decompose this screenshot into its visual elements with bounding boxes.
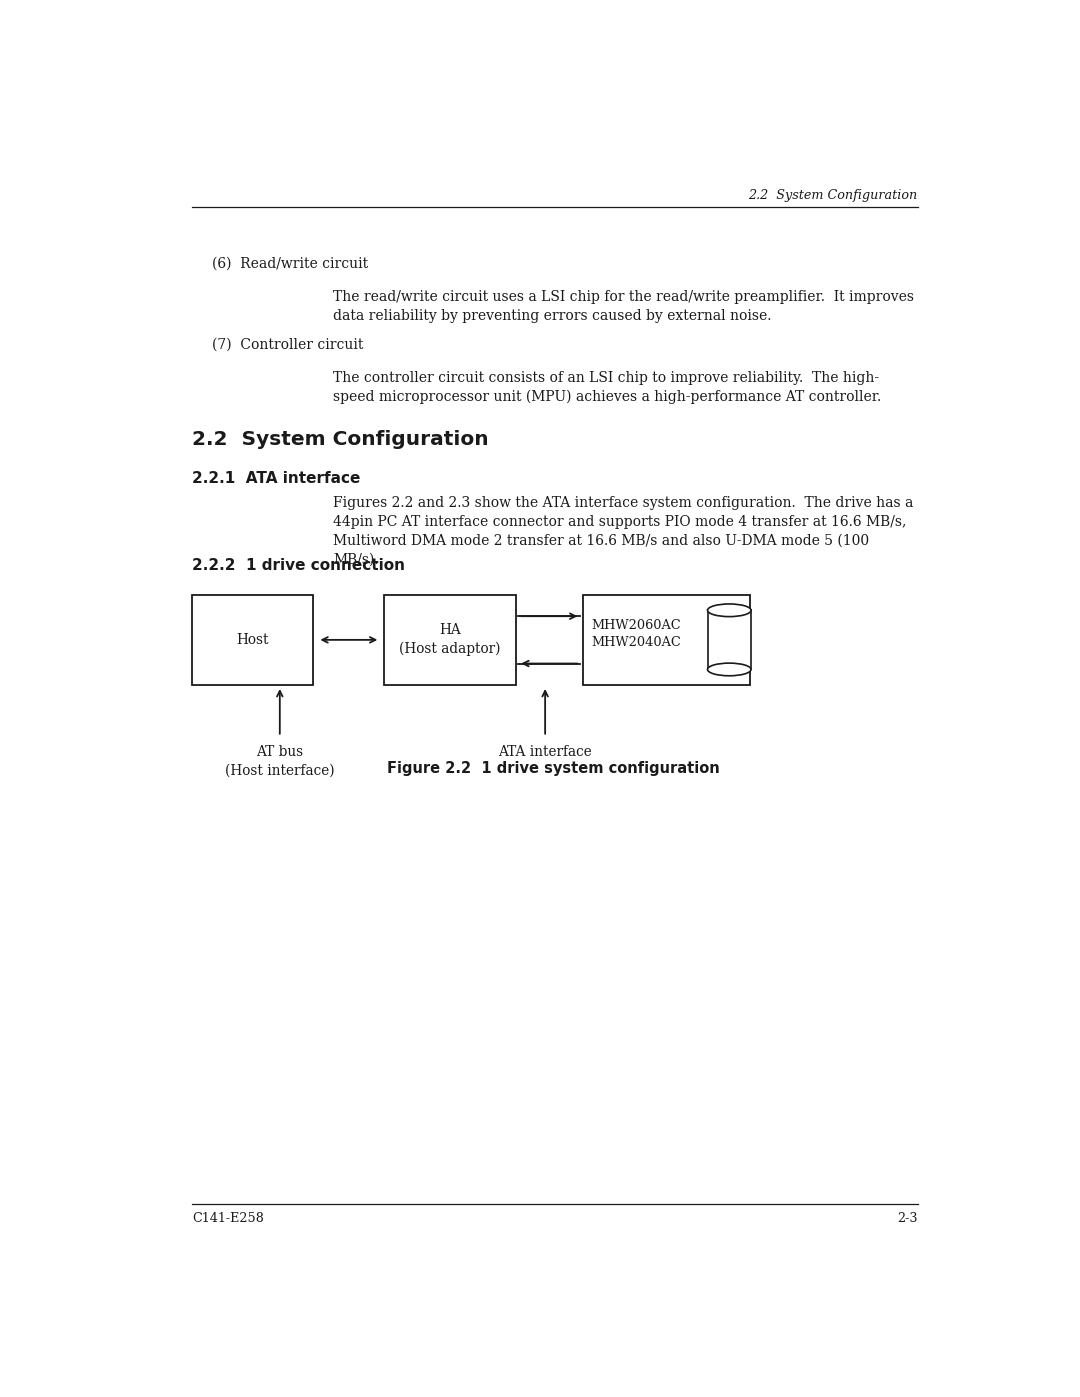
Bar bbox=[583, 595, 751, 685]
Text: (7)  Controller circuit: (7) Controller circuit bbox=[212, 338, 363, 352]
Text: Figure 2.2  1 drive system configuration: Figure 2.2 1 drive system configuration bbox=[387, 761, 720, 777]
Text: 2.2.2  1 drive connection: 2.2.2 1 drive connection bbox=[192, 559, 405, 573]
Bar bbox=[384, 595, 516, 685]
Text: Host: Host bbox=[237, 633, 269, 647]
Text: The controller circuit consists of an LSI chip to improve reliability.  The high: The controller circuit consists of an LS… bbox=[334, 372, 881, 405]
Text: 2.2  System Configuration: 2.2 System Configuration bbox=[748, 189, 918, 201]
Text: 2.2  System Configuration: 2.2 System Configuration bbox=[192, 430, 488, 448]
Text: (6)  Read/write circuit: (6) Read/write circuit bbox=[212, 257, 368, 271]
Text: The read/write circuit uses a LSI chip for the read/write preamplifier.  It impr: The read/write circuit uses a LSI chip f… bbox=[334, 291, 915, 323]
Text: 2-3: 2-3 bbox=[897, 1211, 918, 1225]
Text: AT bus
(Host interface): AT bus (Host interface) bbox=[225, 745, 335, 778]
Ellipse shape bbox=[707, 604, 751, 616]
Text: HA
(Host adaptor): HA (Host adaptor) bbox=[400, 623, 501, 657]
Text: 2.2.1  ATA interface: 2.2.1 ATA interface bbox=[192, 471, 361, 486]
Text: Figures 2.2 and 2.3 show the ATA interface system configuration.  The drive has : Figures 2.2 and 2.3 show the ATA interfa… bbox=[334, 496, 914, 567]
Text: MHW2060AC
MHW2040AC: MHW2060AC MHW2040AC bbox=[591, 619, 680, 650]
Bar bbox=[192, 595, 313, 685]
Text: ATA interface: ATA interface bbox=[498, 745, 592, 760]
Text: C141-E258: C141-E258 bbox=[192, 1211, 264, 1225]
Bar bbox=[707, 610, 751, 669]
Ellipse shape bbox=[707, 664, 751, 676]
